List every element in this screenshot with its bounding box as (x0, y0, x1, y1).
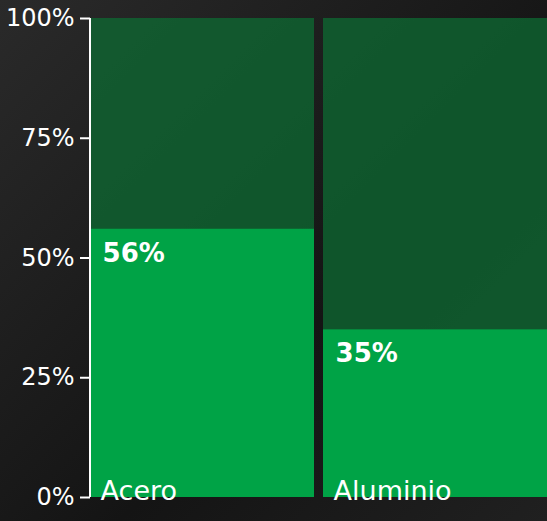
svg-text:25%: 25% (21, 363, 74, 391)
svg-text:100%: 100% (6, 4, 75, 32)
svg-text:75%: 75% (21, 124, 74, 152)
svg-text:50%: 50% (21, 244, 74, 272)
svg-text:0%: 0% (36, 483, 74, 511)
svg-text:Acero: Acero (101, 475, 177, 506)
svg-text:35%: 35% (336, 338, 398, 368)
svg-text:Aluminio: Aluminio (334, 475, 452, 506)
svg-text:56%: 56% (103, 238, 165, 268)
